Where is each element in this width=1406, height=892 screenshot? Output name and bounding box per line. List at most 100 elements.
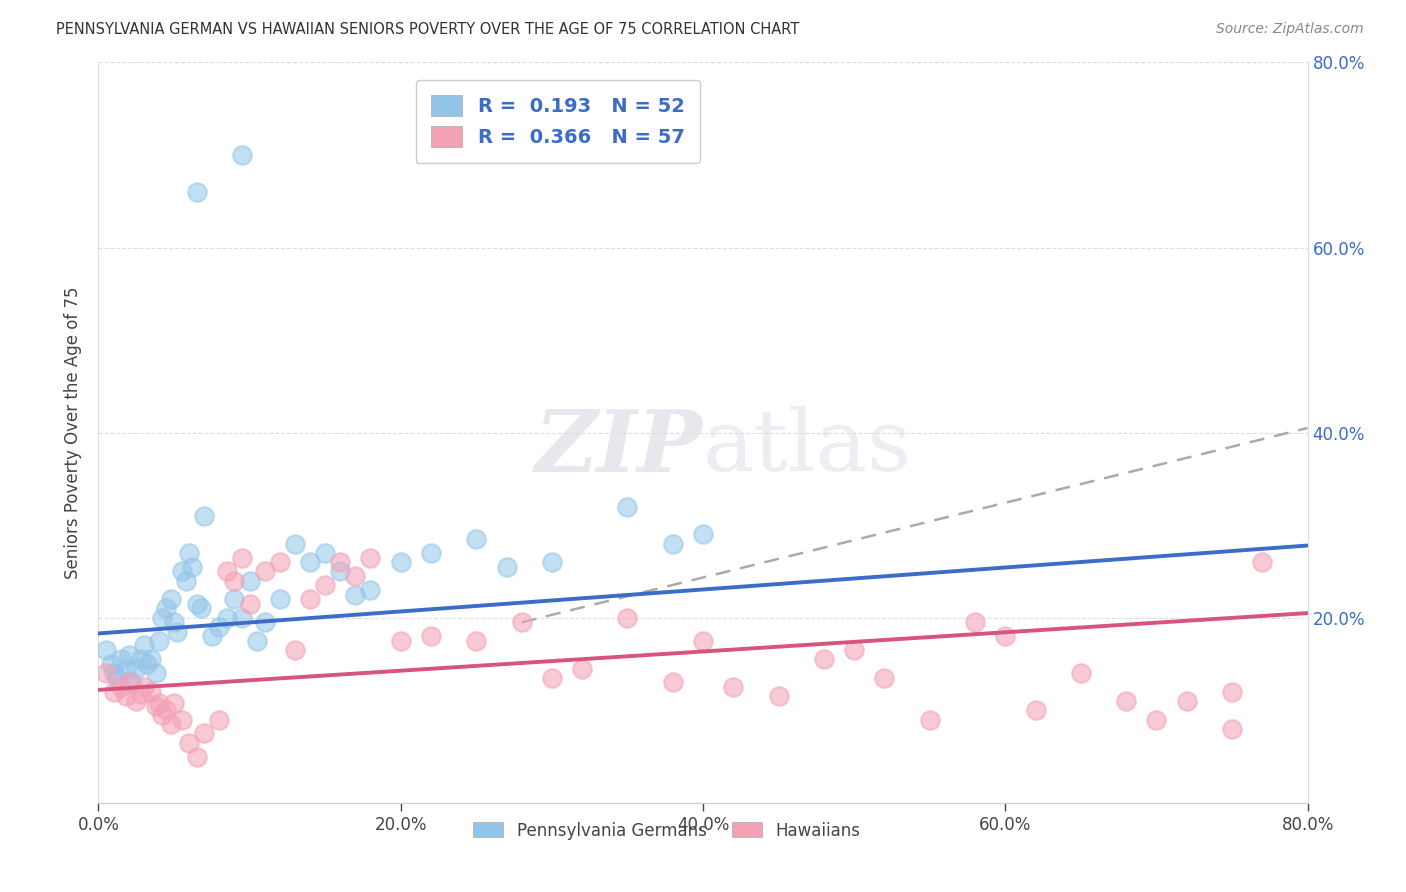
Point <box>215 610 238 624</box>
Point <box>224 592 246 607</box>
Point <box>166 624 188 639</box>
Point <box>110 680 132 694</box>
Point <box>160 717 183 731</box>
Point <box>873 671 896 685</box>
Point <box>186 597 208 611</box>
Point <box>114 662 136 676</box>
Point <box>1024 703 1046 717</box>
Point <box>495 559 517 574</box>
Point <box>239 597 262 611</box>
Y-axis label: Seniors Poverty Over the Age of 75: Seniors Poverty Over the Age of 75 <box>65 286 83 579</box>
Point <box>965 615 987 630</box>
Text: Source: ZipAtlas.com: Source: ZipAtlas.com <box>1216 22 1364 37</box>
Point <box>160 592 183 607</box>
Point <box>135 657 157 671</box>
Point <box>389 633 412 648</box>
Point <box>103 666 125 681</box>
Point <box>284 536 307 550</box>
Point <box>125 662 148 676</box>
Point <box>174 574 197 588</box>
Point <box>181 559 204 574</box>
Point <box>465 532 488 546</box>
Point <box>571 662 593 676</box>
Text: ZIP: ZIP <box>536 406 703 489</box>
Point <box>253 615 276 630</box>
Point <box>118 675 141 690</box>
Point <box>118 648 141 662</box>
Point <box>148 696 170 710</box>
Point <box>510 615 533 630</box>
Point <box>420 629 443 643</box>
Point <box>360 550 382 565</box>
Point <box>768 690 790 704</box>
Legend: Pennsylvania Germans, Hawaiians: Pennsylvania Germans, Hawaiians <box>467 815 866 847</box>
Point <box>661 675 683 690</box>
Point <box>170 565 193 579</box>
Point <box>150 610 173 624</box>
Point <box>155 601 177 615</box>
Point <box>193 508 215 523</box>
Point <box>329 565 352 579</box>
Point <box>692 633 714 648</box>
Point <box>284 643 307 657</box>
Point <box>100 657 122 671</box>
Point <box>1220 722 1243 736</box>
Point <box>94 666 117 681</box>
Point <box>994 629 1017 643</box>
Point <box>314 546 336 560</box>
Point <box>94 643 117 657</box>
Point <box>208 620 231 634</box>
Point <box>129 687 152 701</box>
Point <box>215 565 238 579</box>
Point <box>344 569 367 583</box>
Point <box>186 749 208 764</box>
Point <box>145 698 167 713</box>
Point <box>141 685 163 699</box>
Point <box>1070 666 1092 681</box>
Point <box>269 555 291 569</box>
Point <box>163 615 186 630</box>
Point <box>299 555 322 569</box>
Point <box>723 680 745 694</box>
Point <box>344 588 367 602</box>
Point <box>132 680 155 694</box>
Point <box>179 546 201 560</box>
Point <box>125 694 148 708</box>
Point <box>186 185 208 199</box>
Point <box>224 574 246 588</box>
Point <box>269 592 291 607</box>
Point <box>692 527 714 541</box>
Point <box>201 629 224 643</box>
Point <box>360 582 382 597</box>
Point <box>231 610 253 624</box>
Point <box>299 592 322 607</box>
Point <box>1251 555 1274 569</box>
Point <box>231 148 253 162</box>
Point <box>465 633 488 648</box>
Point <box>105 671 128 685</box>
Point <box>155 703 177 717</box>
Point <box>129 652 152 666</box>
Point <box>170 713 193 727</box>
Point <box>918 713 941 727</box>
Point <box>1144 713 1167 727</box>
Point <box>190 601 212 615</box>
Point <box>132 639 155 653</box>
Point <box>150 707 173 722</box>
Point <box>329 555 352 569</box>
Point <box>179 736 201 750</box>
Point <box>246 633 269 648</box>
Point <box>661 536 683 550</box>
Point <box>813 652 835 666</box>
Text: PENNSYLVANIA GERMAN VS HAWAIIAN SENIORS POVERTY OVER THE AGE OF 75 CORRELATION C: PENNSYLVANIA GERMAN VS HAWAIIAN SENIORS … <box>56 22 800 37</box>
Text: atlas: atlas <box>703 406 912 489</box>
Point <box>110 652 132 666</box>
Point <box>420 546 443 560</box>
Point <box>148 633 170 648</box>
Point <box>239 574 262 588</box>
Point <box>844 643 866 657</box>
Point <box>540 555 562 569</box>
Point <box>114 690 136 704</box>
Point <box>208 713 231 727</box>
Point <box>231 550 253 565</box>
